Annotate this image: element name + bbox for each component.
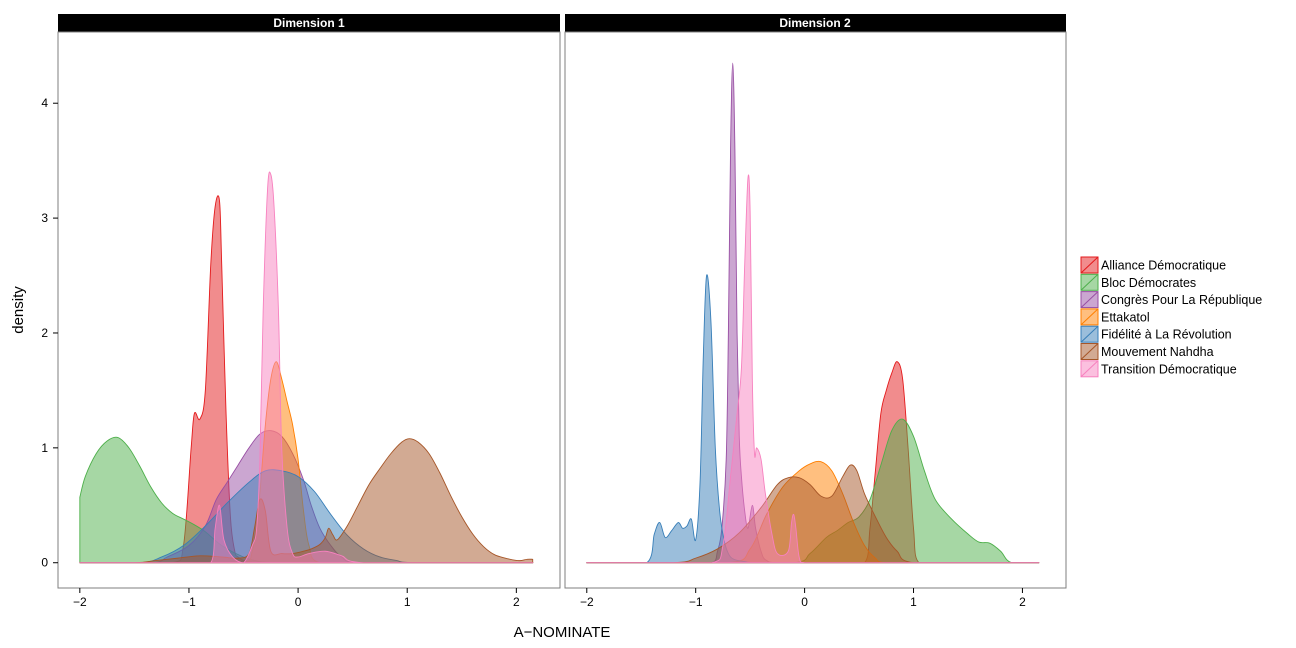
x-tick-label: −2 [580,595,594,609]
legend-label: Fidélité à La Révolution [1101,328,1232,342]
x-tick-label: −2 [73,595,87,609]
panel-2-strip [565,14,1066,32]
legend-label: Congrès Pour La République [1101,293,1262,307]
legend-key-slash [1080,273,1099,291]
legend-item-fidelite-a-la-revolution: Fidélité à La Révolution [1080,325,1232,343]
x-tick-label: 0 [295,595,302,609]
legend-key-slash [1080,360,1099,378]
legend-key-slash [1080,256,1099,274]
legend-label: Mouvement Nahdha [1101,345,1214,359]
y-tick-label: 0 [41,556,48,570]
panel-2-densities [586,62,1040,564]
panel-2-title: Dimension 2 [779,16,851,30]
legend-item-bloc-democrates: Bloc Démocrates [1080,273,1196,291]
legend-key-slash [1080,308,1099,326]
legend-item-transition-democratique: Transition Démocratique [1080,360,1237,378]
legend-label: Alliance Démocratique [1101,259,1226,273]
y-tick-label: 4 [41,96,48,110]
panel-1-title: Dimension 1 [273,16,345,30]
x-tick-label: 1 [910,595,917,609]
panel-2-x-axis: −2 −1 0 1 2 [580,588,1026,609]
y-axis: 0 1 2 3 4 [41,96,58,570]
legend-label: Bloc Démocrates [1101,276,1196,290]
density-area-mouvement-nahdha [586,464,1040,564]
density-area-transition-democratique [79,171,534,564]
density-area-transition-democratique [586,174,1040,564]
panel-1-strip [58,14,560,32]
y-tick-label: 1 [41,441,48,455]
x-tick-label: 2 [513,595,520,609]
panel-dimension-2: Dimension 2 −2 −1 0 1 2 [564,14,1067,609]
panel-1-x-axis: −2 −1 0 1 2 [73,588,520,609]
legend-label: Transition Démocratique [1101,362,1237,376]
legend: Alliance Démocratique Bloc Démocrates Cong… [1080,256,1262,378]
legend-item-mouvement-nahdha: Mouvement Nahdha [1080,343,1214,360]
legend-key-slash [1080,291,1099,308]
legend-item-congres-pour-la-republique: Congrès Pour La République [1080,291,1262,309]
legend-key-slash [1080,325,1099,343]
density-area-mouvement-nahdha [79,438,534,564]
panel-1-densities [79,171,534,564]
y-tick-label: 3 [41,211,48,225]
x-tick-label: −1 [182,595,196,609]
y-axis-title: density [10,286,27,334]
x-tick-label: 2 [1019,595,1026,609]
x-tick-label: 1 [404,595,411,609]
x-tick-label: 0 [801,595,808,609]
x-axis-title: A−NOMINATE [514,624,611,641]
legend-label: Ettakatol [1101,310,1150,324]
legend-item-alliance-democratique: Alliance Démocratique [1080,256,1226,274]
panel-dimension-1: Dimension 1 −2 −1 0 1 2 [57,14,561,609]
x-tick-label: −1 [689,595,703,609]
legend-key-slash [1080,343,1099,360]
y-tick-label: 2 [41,326,48,340]
legend-item-ettakatol: Ettakatol [1080,308,1150,326]
